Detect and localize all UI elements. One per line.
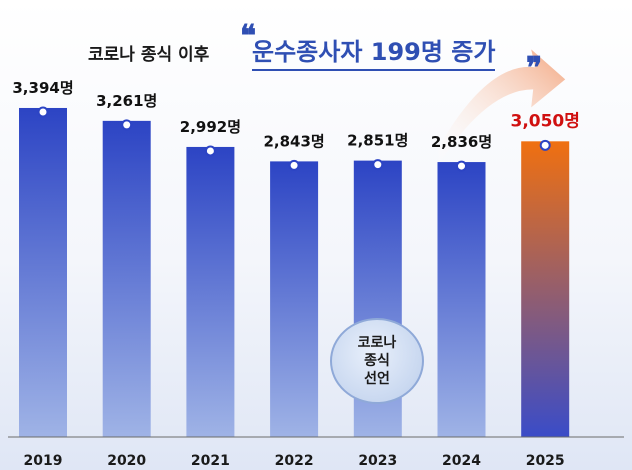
growth-arrow [437,49,566,163]
close-quote-icon: ❞ [526,51,543,86]
bar-2024 [437,162,486,437]
bar-marker-2024 [456,160,467,172]
badge-line-1: 코로나 [357,335,397,351]
x-tick-2022: 2022 [275,453,314,469]
bar-marker-2025 [539,139,551,151]
bar-marker-2023 [372,159,384,171]
x-tick-2023: 2023 [358,453,397,469]
badge-line-3: 선언 [364,371,390,387]
value-label-2024: 2,836명 [431,133,492,151]
bar-marker-2021 [204,145,216,157]
value-label-2021: 2,992명 [180,118,241,136]
chart-header: ❝ 코로나 종식 이후 운수종사자 199명 증가 ❞ [80,22,600,84]
chart-headline: 운수종사자 199명 증가 [252,32,496,71]
bar-2025 [521,141,570,437]
bar-marker-2020 [121,119,133,131]
corona-end-badge: 코로나 종식 선언 [330,318,424,404]
bar-2021 [186,146,235,438]
value-label-2023: 2,851명 [347,132,408,150]
bar-2020 [102,120,151,437]
bar-marker-2019 [37,106,49,118]
bar-marker-2022 [288,159,300,171]
open-quote-icon: ❝ [240,19,257,54]
value-label-2022: 2,843명 [263,132,324,150]
value-label-2025: 3,050명 [510,111,579,131]
x-tick-2021: 2021 [191,453,230,469]
x-tick-2025: 2025 [526,453,565,469]
x-tick-2019: 2019 [24,453,63,469]
x-tick-2020: 2020 [107,453,146,469]
value-label-2020: 3,261명 [96,92,157,110]
bar-2019 [19,107,67,438]
x-tick-2024: 2024 [442,453,481,469]
growth-arrow-shape [437,49,566,163]
chart-subtitle: 코로나 종식 이후 [88,45,210,65]
badge-line-2: 종식 [364,353,390,369]
value-label-2019: 3,394명 [12,79,73,97]
bar-2022 [270,161,319,437]
